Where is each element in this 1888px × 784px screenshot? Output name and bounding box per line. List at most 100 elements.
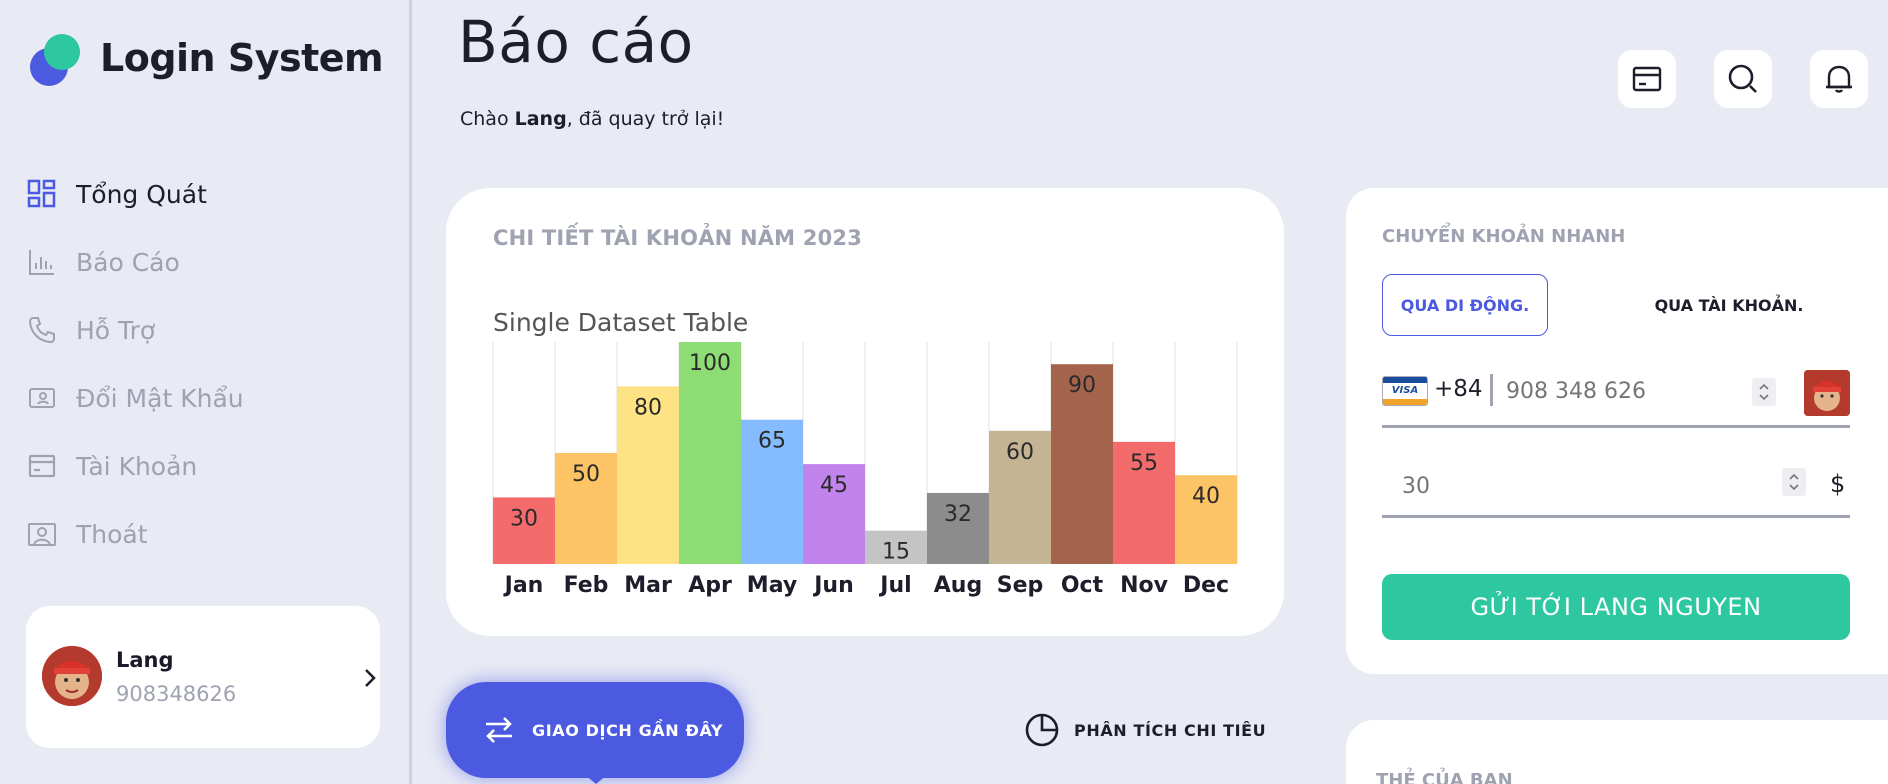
data-label: 32 [944, 502, 972, 527]
bar-jan[interactable] [493, 497, 555, 564]
x-tick-label: Feb [564, 573, 609, 598]
sidebar-item-label: Đổi Mật Khẩu [76, 383, 244, 413]
bar-feb[interactable] [555, 453, 617, 564]
data-label: 40 [1192, 484, 1220, 509]
amount-field-row: $ [1382, 458, 1850, 518]
bar-jun[interactable] [803, 464, 865, 564]
sidebar-item-label: Tổng Quát [76, 179, 207, 209]
sidebar-item-label: Tài Khoản [76, 451, 198, 481]
user-card-icon [26, 382, 58, 414]
dashboard-icon [26, 178, 58, 210]
bar-mar[interactable] [617, 386, 679, 564]
chevron-right-icon [365, 669, 376, 687]
logo-icon [30, 34, 82, 88]
x-tick-label: Jan [503, 573, 544, 598]
your-cards-card: THẺ CỦA BẠN [1346, 720, 1888, 784]
x-tick-label: Aug [934, 573, 982, 598]
tab-mobile[interactable]: QUA DI ĐỘNG. [1382, 274, 1548, 336]
sidebar-item-overview[interactable]: Tổng Quát [26, 160, 396, 228]
visa-card-icon[interactable]: VISA [1382, 376, 1428, 406]
user-name: Lang [116, 648, 174, 672]
phone-icon [26, 314, 58, 346]
bar-sep[interactable] [989, 430, 1051, 564]
x-tick-label: Apr [688, 573, 732, 598]
x-tick-label: Mar [624, 573, 672, 598]
data-label: 50 [572, 462, 600, 487]
bar-may[interactable] [741, 419, 803, 564]
sidebar-item-support[interactable]: Hỗ Trợ [26, 296, 396, 364]
recent-transactions-button[interactable]: GIAO DỊCH GẦN ĐÂY [446, 682, 744, 784]
sidebar-item-reports[interactable]: Báo Cáo [26, 228, 396, 296]
search-button[interactable] [1714, 50, 1772, 108]
phone-stepper[interactable] [1752, 378, 1776, 406]
x-tick-label: Jun [812, 573, 854, 598]
spending-analysis-tab[interactable]: PHÂN TÍCH CHI TIÊU [1024, 712, 1266, 748]
data-label: 100 [689, 351, 731, 376]
greeting-name: Lang [514, 108, 567, 130]
card-button[interactable] [1618, 50, 1676, 108]
currency-symbol: $ [1830, 470, 1846, 498]
user-phone: 908348626 [116, 682, 237, 706]
sidebar-item-change-password[interactable]: Đổi Mật Khẩu [26, 364, 396, 432]
amount-input[interactable] [1402, 468, 1702, 504]
user-profile-card[interactable]: Lang 908348626 [26, 606, 380, 748]
bar-nov[interactable] [1113, 441, 1175, 564]
amount-stepper[interactable] [1782, 468, 1806, 496]
bar-apr[interactable] [679, 342, 741, 564]
x-tick-label: Sep [997, 573, 1044, 598]
x-tick-label: Jul [878, 573, 911, 598]
data-label: 45 [820, 473, 848, 498]
data-label: 30 [510, 506, 538, 531]
data-label: 90 [1068, 373, 1096, 398]
sidebar-item-account[interactable]: Tài Khoản [26, 432, 396, 500]
sidebar-item-logout[interactable]: Thoát [26, 500, 396, 568]
bar-chart: 30 Jan 50 Feb 80 Mar 100 Apr 65 May 45 Jun 15 Jul 32 Au… [492, 342, 1238, 598]
phone-field-row: VISA +84 [1382, 364, 1850, 428]
sidebar-item-label: Báo Cáo [76, 247, 180, 277]
chart-title: Single Dataset Table [493, 308, 749, 337]
sidebar-nav: Tổng Quát Báo Cáo Hỗ Trợ Đổi Mật Khẩu Tà… [26, 160, 396, 568]
bar-jul[interactable] [865, 530, 927, 564]
country-code[interactable]: +84 [1434, 376, 1483, 402]
sidebar-item-label: Thoát [76, 519, 148, 549]
x-tick-label: Dec [1183, 573, 1229, 598]
tab-account[interactable]: QUA TÀI KHOẢN. [1654, 295, 1804, 315]
portrait-icon [26, 518, 58, 550]
recipient-avatar[interactable] [1804, 370, 1850, 416]
x-tick-label: Oct [1061, 573, 1104, 598]
report-chart-icon [26, 246, 58, 278]
sidebar: Login System Tổng Quát Báo Cáo Hỗ Trợ Đổ… [0, 0, 412, 784]
greeting-text: Chào Lang, đã quay trở lại! [460, 108, 725, 130]
phone-input[interactable] [1506, 372, 1736, 410]
search-icon [1728, 64, 1757, 93]
data-label: 15 [882, 540, 910, 565]
recent-transactions-label: GIAO DỊCH GẦN ĐÂY [532, 720, 724, 740]
account-chart-card: CHI TIẾT TÀI KHOẢN NĂM 2023 Single Datas… [446, 188, 1284, 636]
your-cards-heading: THẺ CỦA BẠN [1376, 770, 1513, 784]
divider [1490, 374, 1493, 406]
notifications-button[interactable] [1810, 50, 1868, 108]
avatar [42, 646, 102, 706]
data-label: 65 [758, 429, 786, 454]
data-label: 60 [1006, 440, 1034, 465]
sidebar-item-label: Hỗ Trợ [76, 315, 156, 345]
brand-name: Login System [100, 36, 384, 80]
bar-dec[interactable] [1175, 475, 1237, 564]
data-label: 80 [634, 395, 662, 420]
card-icon [1632, 66, 1662, 92]
bell-icon [1826, 65, 1852, 93]
bar-aug[interactable] [927, 492, 989, 564]
chart-card-heading: CHI TIẾT TÀI KHOẢN NĂM 2023 [493, 226, 863, 250]
bar-oct[interactable] [1051, 364, 1113, 564]
x-tick-label: May [747, 573, 797, 598]
x-tick-label: Nov [1120, 573, 1169, 598]
transfer-heading: CHUYỂN KHOẢN NHANH [1382, 226, 1626, 247]
page-title: Báo cáo [458, 8, 694, 76]
swap-arrows-icon [486, 717, 512, 743]
send-button[interactable]: GỬI TỚI LANG NGUYEN [1382, 574, 1850, 640]
spending-analysis-label: PHÂN TÍCH CHI TIÊU [1074, 720, 1267, 740]
pie-chart-icon [1025, 713, 1059, 747]
quick-transfer-card: CHUYỂN KHOẢN NHANH QUA DI ĐỘNG. QUA TÀI … [1346, 188, 1888, 674]
data-label: 55 [1130, 451, 1158, 476]
card-icon [26, 450, 58, 482]
